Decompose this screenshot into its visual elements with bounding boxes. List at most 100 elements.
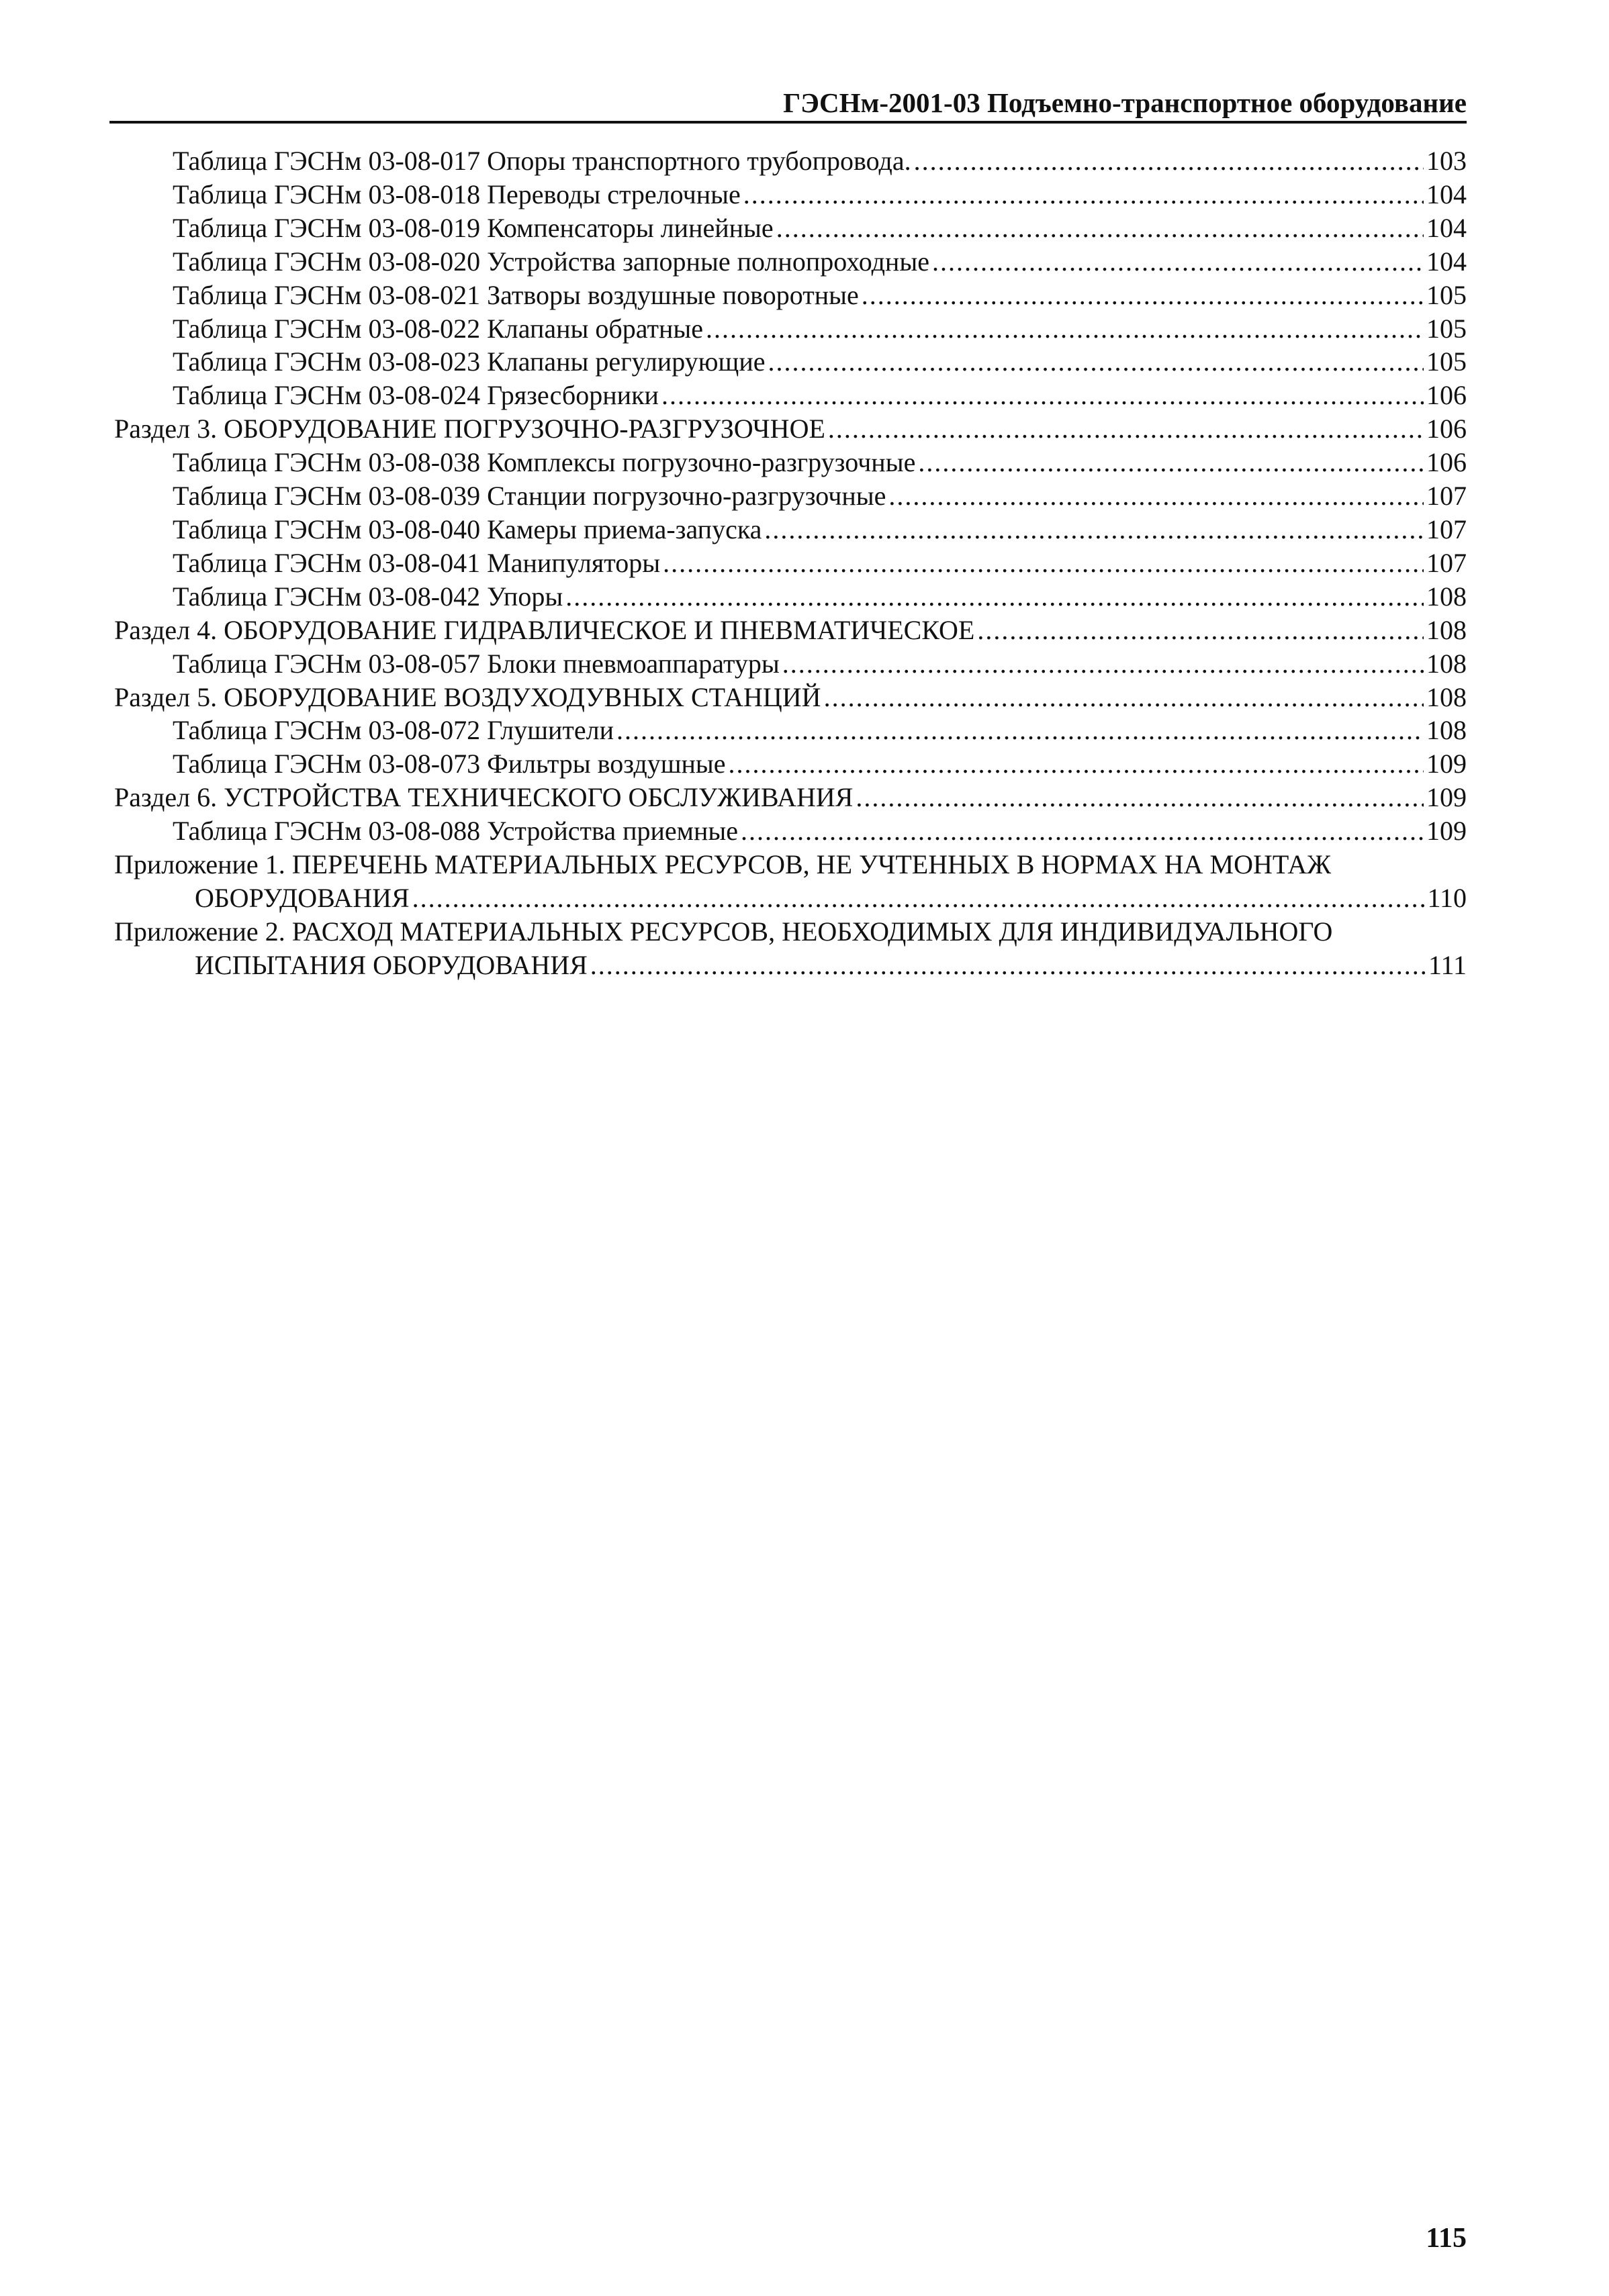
toc-entry[interactable]: Таблица ГЭСНм 03-08-040 Камеры приема-за…	[114, 513, 1467, 546]
toc-entry[interactable]: Раздел 4. ОБОРУДОВАНИЕ ГИДРАВЛИЧЕСКОЕ И …	[114, 614, 1467, 647]
toc-entry-label: Таблица ГЭСНм 03-08-021 Затворы воздушны…	[173, 279, 859, 310]
page-number: 115	[1426, 2223, 1467, 2254]
table-of-contents: Таблица ГЭСНм 03-08-017 Опоры транспортн…	[114, 144, 1467, 982]
toc-entry-label: ИСПЫТАНИЯ ОБОРУДОВАНИЯ	[195, 949, 588, 980]
dot-leader: ........................................…	[590, 949, 1426, 980]
toc-entry-label: Таблица ГЭСНм 03-08-073 Фильтры воздушны…	[173, 749, 726, 779]
dot-leader: ........................................…	[776, 212, 1424, 243]
toc-entry-continuation[interactable]: ОБОРУДОВАНИЯ............................…	[114, 881, 1467, 915]
toc-entry-label: Таблица ГЭСНм 03-08-041 Манипуляторы	[173, 547, 661, 578]
toc-entry-page: 104	[1426, 246, 1467, 277]
toc-entry[interactable]: Раздел 5. ОБОРУДОВАНИЕ ВОЗДУХОДУВНЫХ СТА…	[114, 681, 1467, 714]
dot-leader: ........................................…	[706, 313, 1424, 344]
toc-entry-page: 105	[1426, 279, 1467, 310]
toc-entry-label: Приложение 2. РАСХОД МАТЕРИАЛЬНЫХ РЕСУРС…	[114, 916, 1333, 947]
toc-entry-label: Таблица ГЭСНм 03-08-040 Камеры приема-за…	[173, 514, 762, 544]
dot-leader: ........................................…	[827, 414, 1424, 444]
dot-leader: ........................................…	[888, 481, 1424, 512]
toc-entry-page: 106	[1426, 380, 1467, 411]
toc-entry[interactable]: Таблица ГЭСНм 03-08-020 Устройства запор…	[114, 245, 1467, 279]
toc-entry-label: Раздел 4. ОБОРУДОВАНИЕ ГИДРАВЛИЧЕСКОЕ И …	[114, 614, 975, 645]
toc-entry-label: Таблица ГЭСНм 03-08-023 Клапаны регулиру…	[173, 346, 766, 377]
toc-entry[interactable]: Раздел 3. ОБОРУДОВАНИЕ ПОГРУЗОЧНО-РАЗГРУ…	[114, 412, 1467, 446]
toc-entry-label: Таблица ГЭСНм 03-08-018 Переводы стрелоч…	[173, 179, 741, 209]
dot-leader: ........................................…	[412, 882, 1425, 913]
toc-entry-page: 107	[1426, 481, 1467, 512]
dot-leader: ........................................…	[764, 514, 1424, 544]
dot-leader: ........................................…	[823, 681, 1424, 712]
toc-entry-page: 108	[1426, 614, 1467, 645]
toc-entry-label: Раздел 6. УСТРОЙСТВА ТЕХНИЧЕСКОГО ОБСЛУЖ…	[114, 782, 854, 813]
toc-entry-label: Таблица ГЭСНм 03-08-022 Клапаны обратные	[173, 313, 704, 344]
toc-entry-page: 111	[1428, 949, 1467, 980]
toc-entry[interactable]: Приложение 2. РАСХОД МАТЕРИАЛЬНЫХ РЕСУРС…	[114, 915, 1467, 949]
toc-entry-label: Приложение 1. ПЕРЕЧЕНЬ МАТЕРИАЛЬНЫХ РЕСУ…	[114, 849, 1332, 880]
dot-leader: ........................................…	[931, 246, 1424, 277]
toc-entry[interactable]: Таблица ГЭСНм 03-08-018 Переводы стрелоч…	[114, 178, 1467, 211]
toc-entry[interactable]: Приложение 1. ПЕРЕЧЕНЬ МАТЕРИАЛЬНЫХ РЕСУ…	[114, 848, 1467, 881]
toc-entry[interactable]: Таблица ГЭСНм 03-08-038 Комплексы погруз…	[114, 446, 1467, 479]
dot-leader: ........................................…	[861, 279, 1424, 310]
toc-entry-page: 108	[1426, 648, 1467, 679]
dot-leader: ........................................…	[782, 648, 1424, 679]
dot-leader: ........................................…	[918, 447, 1424, 478]
dot-leader: ........................................…	[565, 581, 1424, 612]
toc-entry-page: 104	[1426, 179, 1467, 209]
toc-entry[interactable]: Таблица ГЭСНм 03-08-017 Опоры транспортн…	[114, 144, 1467, 178]
toc-entry-label: Таблица ГЭСНм 03-08-088 Устройства прием…	[173, 816, 739, 847]
dot-leader: ........................................…	[741, 816, 1424, 847]
toc-entry-page: 103	[1426, 146, 1467, 176]
toc-entry-label: Таблица ГЭСНм 03-08-024 Грязесборники	[173, 380, 659, 411]
toc-entry[interactable]: Таблица ГЭСНм 03-08-041 Манипуляторы....…	[114, 546, 1467, 580]
toc-entry-page: 107	[1426, 547, 1467, 578]
toc-entry-label: Таблица ГЭСНм 03-08-017 Опоры транспортн…	[173, 146, 911, 176]
toc-entry[interactable]: Таблица ГЭСНм 03-08-073 Фильтры воздушны…	[114, 747, 1467, 781]
toc-entry[interactable]: Таблица ГЭСНм 03-08-057 Блоки пневмоаппа…	[114, 647, 1467, 681]
toc-entry[interactable]: Таблица ГЭСНм 03-08-072 Глушители.......…	[114, 714, 1467, 747]
toc-entry-label: Таблица ГЭСНм 03-08-020 Устройства запор…	[173, 246, 929, 277]
dot-leader: ........................................…	[768, 346, 1424, 377]
dot-leader: ........................................…	[856, 782, 1424, 813]
toc-entry-page: 108	[1426, 715, 1467, 746]
toc-entry[interactable]: Таблица ГЭСНм 03-08-022 Клапаны обратные…	[114, 312, 1467, 346]
dot-leader: ........................................…	[661, 380, 1424, 411]
toc-entry-continuation[interactable]: ИСПЫТАНИЯ ОБОРУДОВАНИЯ..................…	[114, 949, 1467, 982]
dot-leader: ........................................…	[913, 146, 1424, 176]
toc-entry[interactable]: Таблица ГЭСНм 03-08-021 Затворы воздушны…	[114, 279, 1467, 312]
dot-leader: ........................................…	[977, 614, 1424, 645]
dot-leader: ........................................…	[728, 749, 1424, 779]
toc-entry-label: Раздел 5. ОБОРУДОВАНИЕ ВОЗДУХОДУВНЫХ СТА…	[114, 681, 821, 712]
toc-entry-page: 106	[1426, 414, 1467, 444]
toc-entry-page: 106	[1426, 447, 1467, 478]
toc-entry-label: Таблица ГЭСНм 03-08-072 Глушители	[173, 715, 614, 746]
header-rule	[109, 121, 1467, 124]
toc-entry-label: Раздел 3. ОБОРУДОВАНИЕ ПОГРУЗОЧНО-РАЗГРУ…	[114, 414, 825, 444]
toc-entry-page: 105	[1426, 313, 1467, 344]
toc-entry-page: 108	[1426, 681, 1467, 712]
toc-entry-page: 109	[1426, 749, 1467, 779]
toc-entry[interactable]: Таблица ГЭСНм 03-08-024 Грязесборники...…	[114, 379, 1467, 412]
toc-entry-label: Таблица ГЭСНм 03-08-039 Станции погрузоч…	[173, 481, 886, 512]
dot-leader: ........................................…	[743, 179, 1424, 209]
dot-leader: ........................................…	[616, 715, 1424, 746]
toc-entry-page: 105	[1426, 346, 1467, 377]
toc-entry-page: 104	[1426, 212, 1467, 243]
toc-entry-label: Таблица ГЭСНм 03-08-057 Блоки пневмоаппа…	[173, 648, 780, 679]
toc-entry[interactable]: Таблица ГЭСНм 03-08-019 Компенсаторы лин…	[114, 211, 1467, 245]
toc-entry[interactable]: Таблица ГЭСНм 03-08-042 Упоры...........…	[114, 580, 1467, 614]
toc-entry-label: ОБОРУДОВАНИЯ	[195, 882, 410, 913]
dot-leader: ........................................…	[663, 547, 1424, 578]
toc-entry-label: Таблица ГЭСНм 03-08-038 Комплексы погруз…	[173, 447, 916, 478]
toc-entry-page: 107	[1426, 514, 1467, 544]
toc-entry[interactable]: Таблица ГЭСНм 03-08-088 Устройства прием…	[114, 814, 1467, 848]
toc-entry[interactable]: Таблица ГЭСНм 03-08-039 Станции погрузоч…	[114, 479, 1467, 513]
toc-entry-label: Таблица ГЭСНм 03-08-042 Упоры	[173, 581, 563, 612]
toc-entry-page: 109	[1426, 782, 1467, 813]
toc-entry-page: 108	[1426, 581, 1467, 612]
toc-entry-label: Таблица ГЭСНм 03-08-019 Компенсаторы лин…	[173, 212, 774, 243]
toc-entry[interactable]: Раздел 6. УСТРОЙСТВА ТЕХНИЧЕСКОГО ОБСЛУЖ…	[114, 781, 1467, 814]
running-header: ГЭСНм-2001-03 Подъемно-транспортное обор…	[783, 87, 1467, 118]
toc-entry-page: 109	[1426, 816, 1467, 847]
toc-entry-page: 110	[1427, 882, 1467, 913]
toc-entry[interactable]: Таблица ГЭСНм 03-08-023 Клапаны регулиру…	[114, 345, 1467, 379]
